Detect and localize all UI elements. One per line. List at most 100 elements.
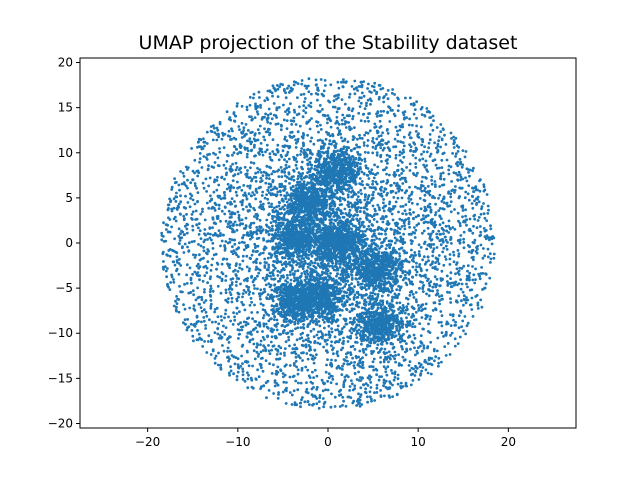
data-point xyxy=(401,182,405,185)
data-point xyxy=(312,245,316,249)
data-point xyxy=(295,167,299,170)
data-point xyxy=(370,168,374,172)
data-point xyxy=(253,287,256,290)
data-point xyxy=(353,384,357,388)
data-point xyxy=(258,253,261,257)
data-point xyxy=(419,280,422,284)
data-point xyxy=(365,207,369,211)
data-point xyxy=(261,276,265,280)
data-point xyxy=(267,344,270,347)
data-point xyxy=(241,254,245,258)
data-point xyxy=(224,326,228,329)
data-point xyxy=(235,262,238,265)
data-point xyxy=(359,188,363,192)
data-point xyxy=(306,368,310,372)
data-point xyxy=(411,123,414,127)
data-point xyxy=(391,88,394,91)
data-point xyxy=(209,353,213,356)
data-point xyxy=(414,273,418,277)
data-point xyxy=(335,382,338,386)
data-point xyxy=(474,185,477,189)
data-point xyxy=(274,372,278,376)
data-point xyxy=(258,218,262,222)
data-point xyxy=(474,295,478,298)
data-point xyxy=(359,379,363,382)
data-point xyxy=(262,135,266,139)
data-point xyxy=(229,278,233,281)
data-point xyxy=(256,249,259,253)
data-point xyxy=(421,285,425,289)
data-point xyxy=(462,237,465,241)
data-point xyxy=(449,131,453,135)
data-point xyxy=(444,244,448,248)
data-point xyxy=(200,309,204,313)
data-point xyxy=(242,289,246,292)
data-point xyxy=(228,373,232,377)
data-point xyxy=(457,219,460,223)
data-point xyxy=(194,184,197,188)
data-point xyxy=(191,210,195,214)
data-point xyxy=(454,172,458,175)
data-point xyxy=(177,272,181,276)
data-point xyxy=(228,237,232,241)
data-point xyxy=(359,162,362,166)
data-point xyxy=(257,90,261,94)
data-point xyxy=(475,226,479,230)
data-point xyxy=(206,167,210,171)
data-point xyxy=(363,198,367,202)
data-point xyxy=(250,130,254,134)
data-point xyxy=(388,380,392,384)
data-point xyxy=(330,327,333,330)
data-point xyxy=(355,86,359,89)
data-point xyxy=(240,121,244,125)
data-point xyxy=(195,186,199,190)
data-point xyxy=(303,156,307,159)
data-point xyxy=(478,179,481,183)
data-point xyxy=(380,375,383,378)
data-point xyxy=(187,249,191,253)
data-point xyxy=(271,224,274,228)
data-point xyxy=(435,126,439,129)
data-point xyxy=(223,190,226,194)
data-point xyxy=(346,375,350,379)
data-point xyxy=(177,234,181,238)
data-point xyxy=(334,328,337,332)
data-point xyxy=(415,270,419,274)
data-point xyxy=(461,209,465,212)
data-point xyxy=(467,171,470,174)
data-point xyxy=(360,137,364,140)
data-point xyxy=(406,297,410,301)
data-point xyxy=(333,405,337,408)
data-point xyxy=(327,372,331,376)
data-point xyxy=(213,161,217,164)
data-point xyxy=(421,138,425,142)
data-point xyxy=(267,389,271,392)
data-point xyxy=(279,369,283,372)
data-point xyxy=(196,286,200,290)
data-point xyxy=(302,151,306,155)
data-point xyxy=(409,213,412,216)
data-point xyxy=(267,266,271,269)
data-point xyxy=(439,123,443,126)
data-point xyxy=(275,193,279,197)
data-point xyxy=(434,211,438,214)
data-point xyxy=(407,216,411,220)
data-point xyxy=(386,220,390,223)
data-point xyxy=(224,219,228,223)
data-point xyxy=(206,238,209,241)
data-point xyxy=(456,342,460,345)
data-point xyxy=(454,155,457,158)
data-point xyxy=(429,315,432,318)
data-point xyxy=(360,306,364,310)
data-point xyxy=(309,259,313,263)
data-point xyxy=(402,144,406,148)
data-point xyxy=(276,396,280,400)
data-point xyxy=(296,137,300,141)
data-point xyxy=(292,108,296,112)
data-point xyxy=(309,380,313,384)
data-point xyxy=(244,193,248,197)
data-point xyxy=(437,356,441,360)
data-point xyxy=(196,174,200,178)
data-point xyxy=(305,87,308,90)
data-point xyxy=(427,141,431,145)
